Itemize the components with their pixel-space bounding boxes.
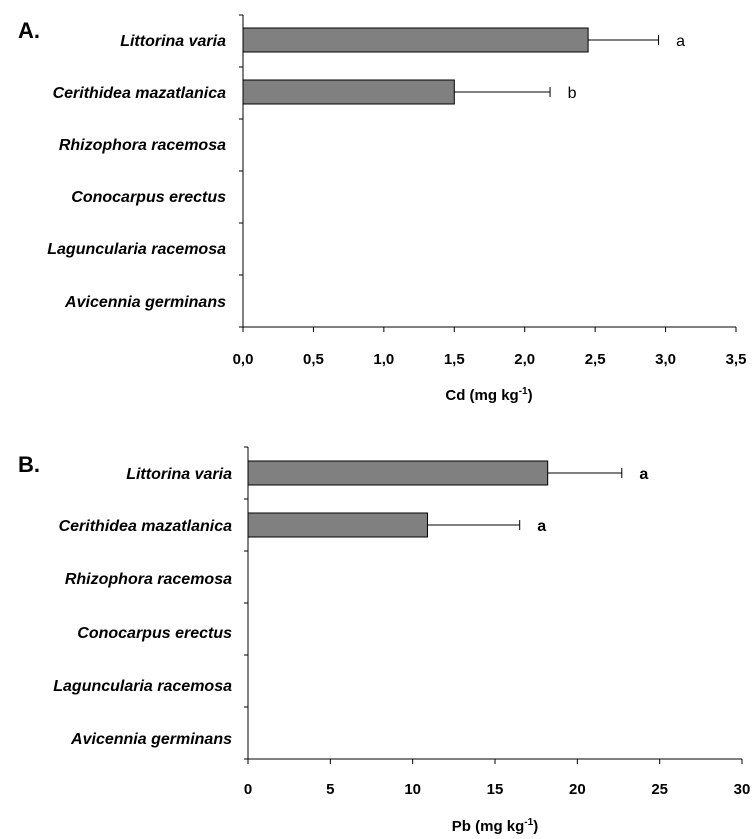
panel-a-label: A. — [18, 18, 40, 43]
panel-a-x-axis-title: Cd (mg kg-1) — [445, 386, 532, 404]
panel-b-bar — [247, 512, 428, 538]
panel-a-category-label: Rhizophora racemosa — [59, 137, 226, 154]
panel-a-category-label: Conocarpus erectus — [71, 189, 226, 206]
panel-b-x-tick-label: 25 — [651, 781, 668, 798]
panel-a-category-label: Avicennia germinans — [64, 294, 226, 311]
panel-a-significance-letter: a — [676, 33, 685, 50]
panel-a-bar — [242, 79, 455, 105]
panel-a-x-tick-label: 3,0 — [655, 351, 676, 368]
panel-b-category-label: Cerithidea mazatlanica — [59, 518, 233, 535]
panel-b-category-label: Laguncularia racemosa — [53, 678, 232, 695]
panel-a-x-tick-label: 2,0 — [514, 351, 535, 368]
panel-b-significance-letter: a — [639, 466, 648, 483]
panel-b-category-label: Rhizophora racemosa — [65, 571, 232, 588]
panel-b-category-label: Littorina varia — [126, 466, 232, 483]
panel-a-x-tick-label: 0,0 — [233, 351, 254, 368]
panel-a-x-tick-label: 2,5 — [585, 351, 606, 368]
panel-a-x-tick-label: 1,5 — [444, 351, 465, 368]
panel-b-label: B. — [18, 452, 40, 477]
panel-b-category-label: Conocarpus erectus — [77, 625, 232, 642]
panel-a-category-label: Cerithidea mazatlanica — [53, 85, 227, 102]
panel-a-category-label: Laguncularia racemosa — [47, 241, 226, 258]
panel-b-x-tick-label: 20 — [569, 781, 586, 798]
panel-a-category-label: Littorina varia — [120, 33, 226, 50]
panel-b-x-tick-label: 30 — [734, 781, 751, 798]
panel-a-x-tick-label: 0,5 — [303, 351, 324, 368]
panel-a-significance-letter: b — [568, 85, 577, 102]
panel-b-significance-letter: a — [537, 518, 546, 535]
panel-a-x-tick-label: 1,0 — [373, 351, 394, 368]
panel-b-x-tick-label: 0 — [244, 781, 252, 798]
panel-b-bar — [247, 460, 549, 486]
panel-b-x-tick-label: 10 — [404, 781, 421, 798]
panel-b-x-tick-label: 15 — [487, 781, 504, 798]
panel-a-x-tick-label: 3,5 — [726, 351, 747, 368]
panel-b-x-axis-title: Pb (mg kg-1) — [452, 817, 538, 835]
panel-b-category-label: Avicennia germinans — [70, 731, 232, 748]
panel-b-x-tick-label: 5 — [326, 781, 334, 798]
panel-a: A. Littorina varia Cerithidea mazatlanica R… — [18, 14, 747, 404]
panel-a-bar — [242, 27, 589, 53]
panel-b: B. Littorina varia Cerithidea mazatlanica R… — [18, 446, 751, 835]
